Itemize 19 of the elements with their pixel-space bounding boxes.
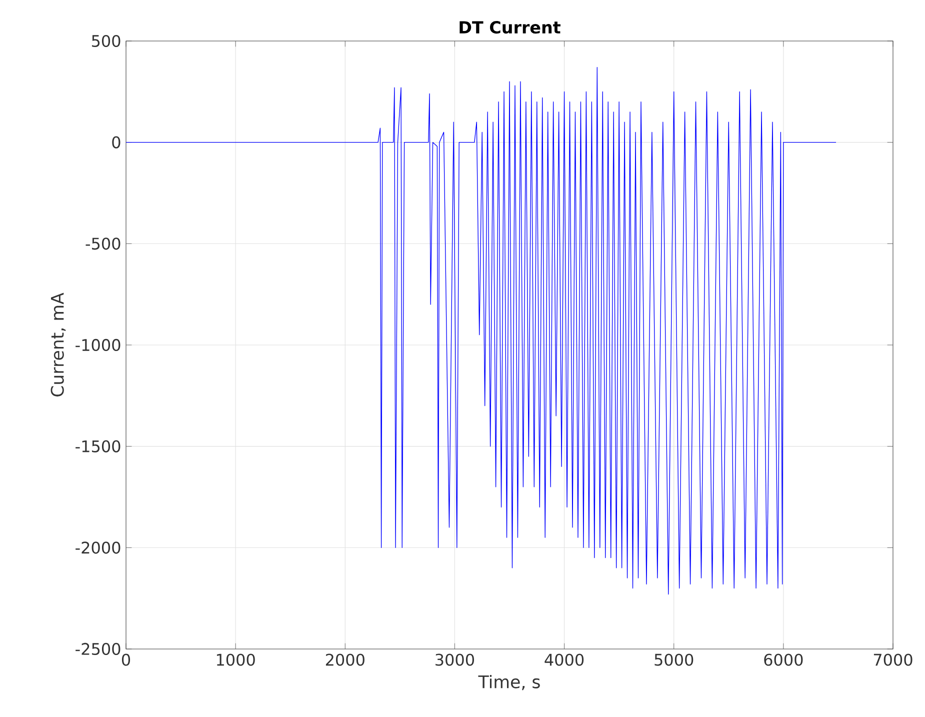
x-tick-label: 3000 [436,654,474,666]
y-tick-label: -2000 [76,542,120,554]
x-axis-title: Time, s [478,674,540,690]
x-tick-label: 1000 [216,654,255,666]
x-tick-label: 4000 [544,654,584,666]
y-tick-label: 500 [92,34,120,48]
line-series [126,67,836,595]
x-tick-label: 7000 [874,654,912,666]
y-tick-label: -2500 [76,642,120,656]
y-tick-label: -500 [86,238,120,250]
x-tick-label: 0 [122,654,130,666]
y-axis-title: Current, mA [50,292,66,396]
y-tick-label: -1000 [76,338,120,352]
x-tick-label: 5000 [654,654,694,666]
y-tick-label: 0 [112,136,120,148]
y-tick-label: -1500 [76,440,120,452]
x-tick-label: 6000 [764,654,803,666]
chart-title: DT Current [460,21,560,34]
x-tick-label: 2000 [326,654,364,666]
